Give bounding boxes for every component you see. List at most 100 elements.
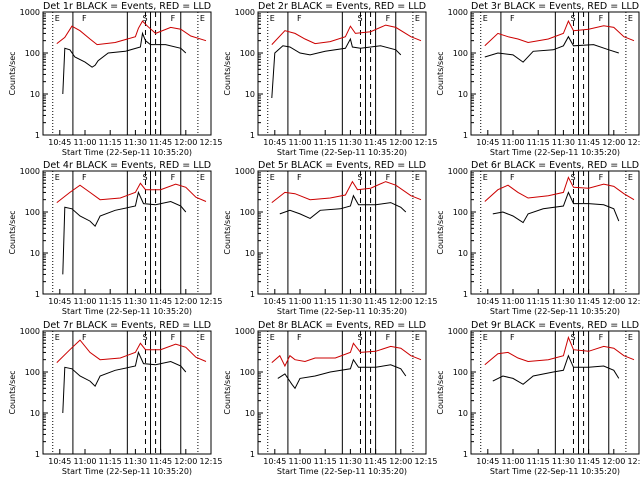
x-axis-label: Start Time (22-Sep-11 10:35:20): [62, 148, 192, 157]
chart-panel-5: Det 5r BLACK = Events, RED = LLD 1 10 100 10…: [223, 160, 438, 316]
x-tick-label: 10:45: [48, 297, 71, 306]
y-tick-label: 100: [453, 368, 468, 377]
marker-label: F: [599, 173, 604, 182]
y-tick-label: 100: [453, 208, 468, 217]
x-tick-label: 11:15: [314, 297, 337, 306]
y-axis-label: Counts/sec: [223, 370, 232, 414]
x-tick-label: 11:00: [73, 138, 96, 147]
x-axis-label: Start Time (22-Sep-11 10:35:20): [490, 467, 620, 476]
marker-label: E: [483, 14, 488, 23]
marker-label: F: [599, 14, 604, 23]
x-tick-label: 11:15: [314, 457, 337, 466]
x-tick-label: 11:15: [99, 457, 122, 466]
chart-title: Det 1r BLACK = Events, RED = LLD: [43, 1, 211, 12]
lld-series-line: [56, 339, 207, 363]
x-tick-label: 12:15: [414, 138, 437, 147]
y-tick-label: 1000: [20, 8, 40, 17]
events-series-line: [62, 190, 187, 275]
marker-label: E: [270, 173, 275, 182]
events-series-line: [279, 194, 407, 219]
marker-label: F: [510, 333, 515, 342]
x-axis-label: Start Time (22-Sep-11 10:35:20): [277, 307, 407, 316]
x-tick-label: 12:00: [174, 457, 197, 466]
marker-label: F: [171, 14, 176, 23]
y-tick-label: 1000: [448, 8, 468, 17]
y-tick-label: 10: [245, 90, 255, 99]
x-tick-label: 11:45: [149, 297, 172, 306]
marker-label: E: [483, 173, 488, 182]
x-tick-label: 10:45: [263, 457, 286, 466]
x-tick-label: 11:15: [527, 457, 550, 466]
marker-label: F: [510, 173, 515, 182]
y-tick-label: 1000: [235, 167, 255, 176]
y-tick-label: 1: [35, 131, 40, 140]
marker-label: E: [628, 173, 633, 182]
events-series-line: [277, 358, 407, 390]
y-axis-label: Counts/sec: [223, 51, 232, 95]
x-tick-label: 11:45: [149, 457, 172, 466]
marker-label: E: [200, 14, 205, 23]
chart-title: Det 2r BLACK = Events, RED = LLD: [258, 1, 426, 12]
x-tick-label: 12:15: [414, 457, 437, 466]
x-tick-label: 12:15: [199, 297, 222, 306]
marker-label: F: [599, 333, 604, 342]
lld-series-line: [271, 180, 422, 203]
y-tick-label: 100: [25, 208, 40, 217]
chart-title: Det 7r BLACK = Events, RED = LLD: [43, 320, 211, 331]
y-tick-label: 100: [453, 49, 468, 58]
y-tick-label: 1: [463, 450, 468, 459]
y-tick-label: 1000: [448, 327, 468, 336]
marker-label: S: [357, 173, 362, 182]
y-tick-label: 100: [240, 368, 255, 377]
marker-label: S: [357, 333, 362, 342]
marker-label: F: [386, 173, 391, 182]
x-tick-label: 12:15: [199, 457, 222, 466]
chart-title: Det 9r BLACK = Events, RED = LLD: [471, 320, 639, 331]
events-series-line: [62, 31, 187, 95]
chart-title: Det 8r BLACK = Events, RED = LLD: [258, 320, 426, 331]
y-tick-label: 1: [250, 450, 255, 459]
lld-series-line: [484, 176, 635, 202]
chart-panel-7: Det 7r BLACK = Events, RED = LLD 1 10 100 10…: [8, 320, 223, 476]
y-tick-label: 1000: [20, 327, 40, 336]
y-tick-label: 10: [458, 90, 468, 99]
y-tick-label: 1: [463, 290, 468, 299]
y-tick-label: 1000: [20, 167, 40, 176]
marker-label: F: [297, 333, 302, 342]
y-tick-label: 1: [35, 290, 40, 299]
marker-label: E: [55, 173, 60, 182]
x-axis-label: Start Time (22-Sep-11 10:35:20): [490, 307, 620, 316]
chart-panel-3: Det 3r BLACK = Events, RED = LLD 1 10 100 10…: [436, 1, 640, 157]
y-tick-label: 100: [240, 49, 255, 58]
marker-label: S: [570, 173, 575, 182]
x-tick-label: 12:00: [602, 297, 625, 306]
x-tick-label: 11:30: [552, 457, 575, 466]
lld-series-line: [484, 335, 635, 366]
chart-panel-4: Det 4r BLACK = Events, RED = LLD 1 10 100 10…: [8, 160, 223, 316]
x-tick-label: 12:00: [602, 138, 625, 147]
x-tick-label: 12:15: [414, 297, 437, 306]
x-tick-label: 11:45: [364, 457, 387, 466]
y-tick-label: 1000: [235, 8, 255, 17]
marker-label: E: [200, 173, 205, 182]
y-tick-label: 1: [463, 131, 468, 140]
x-tick-label: 11:30: [339, 297, 362, 306]
x-axis-label: Start Time (22-Sep-11 10:35:20): [490, 148, 620, 157]
x-tick-label: 12:15: [199, 138, 222, 147]
marker-label: F: [82, 14, 87, 23]
x-tick-label: 12:15: [627, 457, 640, 466]
marker-label: S: [570, 333, 575, 342]
x-tick-label: 11:30: [124, 457, 147, 466]
x-tick-label: 11:00: [501, 297, 524, 306]
marker-label: E: [270, 14, 275, 23]
x-tick-label: 12:15: [627, 297, 640, 306]
chart-panel-1: Det 1r BLACK = Events, RED = LLD 1 10 100 10…: [8, 1, 223, 157]
marker-label: E: [483, 333, 488, 342]
marker-label: S: [570, 14, 575, 23]
x-tick-label: 11:00: [288, 457, 311, 466]
x-axis-label: Start Time (22-Sep-11 10:35:20): [62, 307, 192, 316]
x-tick-label: 12:00: [389, 138, 412, 147]
marker-label: F: [386, 333, 391, 342]
lld-series-line: [271, 342, 422, 368]
marker-label: F: [171, 333, 176, 342]
